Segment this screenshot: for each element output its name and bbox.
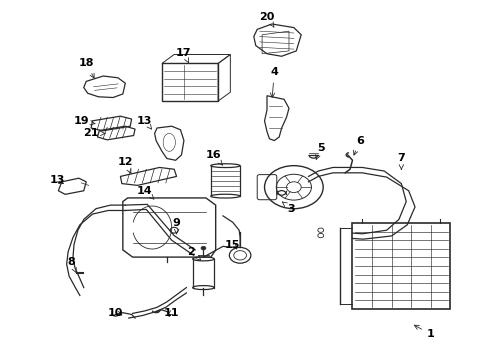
Text: 5: 5 [316, 143, 324, 159]
Text: 8: 8 [68, 257, 76, 273]
Text: 1: 1 [415, 325, 435, 339]
Text: 6: 6 [353, 136, 364, 155]
Text: 12: 12 [118, 157, 133, 173]
Text: 10: 10 [108, 308, 123, 318]
Text: 7: 7 [397, 153, 405, 169]
Text: 18: 18 [78, 58, 94, 78]
Bar [352, 223, 450, 309]
Text: 14: 14 [137, 186, 154, 199]
Text: 15: 15 [225, 239, 241, 249]
Text: 3: 3 [282, 202, 295, 214]
Text: 2: 2 [187, 247, 201, 260]
Text: 13: 13 [49, 175, 65, 185]
Text: 16: 16 [205, 150, 222, 165]
Bar [162, 63, 218, 101]
Text: 9: 9 [172, 218, 180, 234]
Text: 13: 13 [137, 116, 152, 129]
Text: 20: 20 [259, 12, 275, 27]
Text: 17: 17 [176, 48, 192, 63]
Text: 21: 21 [83, 129, 105, 138]
Circle shape [201, 246, 206, 250]
Text: 11: 11 [164, 308, 179, 318]
Text: 19: 19 [74, 116, 95, 126]
Text: 4: 4 [270, 67, 278, 98]
